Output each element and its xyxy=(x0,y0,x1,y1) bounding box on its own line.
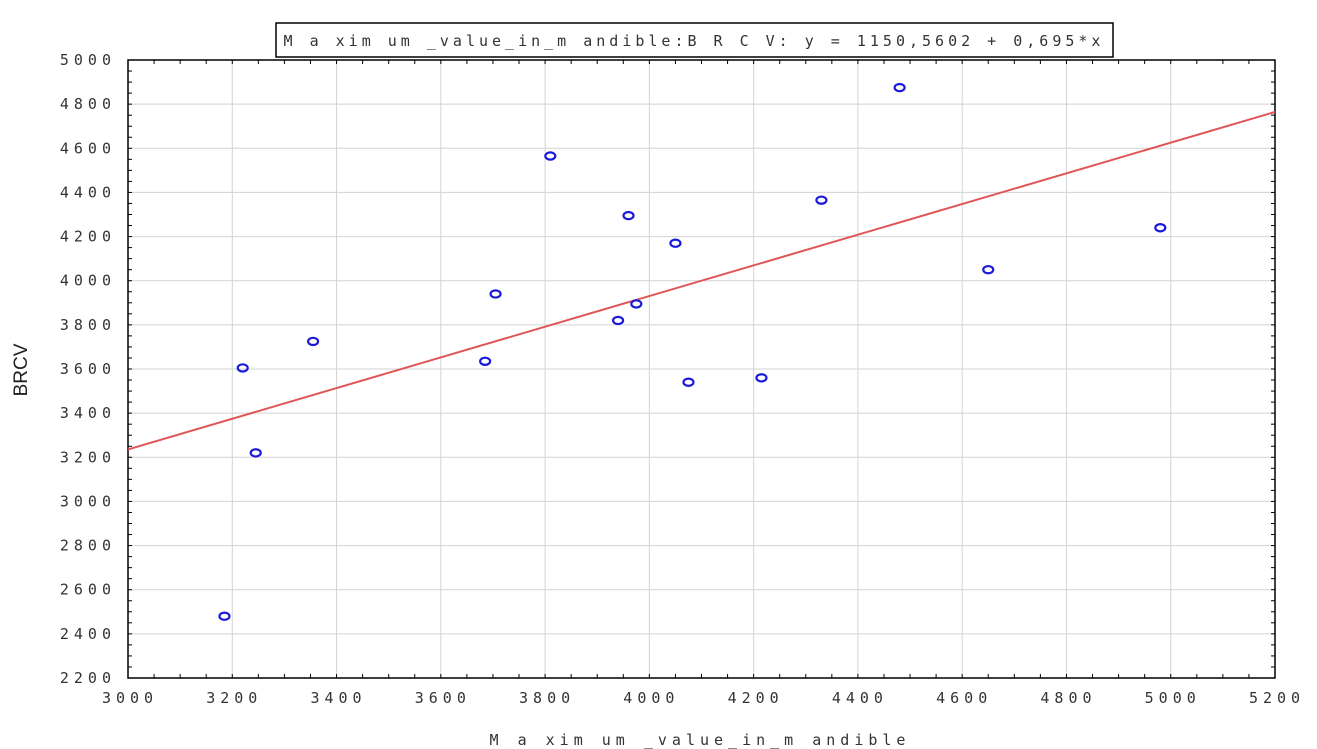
data-point xyxy=(489,289,502,299)
y-tick-label: 3800 xyxy=(60,316,116,334)
x-axis-title: M a xim um _value_in_m andible xyxy=(490,731,911,749)
x-tick-label: 4800 xyxy=(1040,689,1096,707)
data-points xyxy=(218,82,1167,621)
data-point xyxy=(982,264,995,275)
chart-title: M a xim um _value_in_m andible:B R C V: … xyxy=(284,32,1105,50)
x-tick-label: 3800 xyxy=(519,689,575,707)
x-tick-label: 5000 xyxy=(1145,689,1201,707)
x-tick-label: 3400 xyxy=(310,689,366,707)
y-tick-label: 3200 xyxy=(60,448,116,466)
data-point xyxy=(479,356,492,366)
y-tick-label: 2800 xyxy=(60,537,116,555)
y-tick-label: 3000 xyxy=(60,492,116,510)
data-point xyxy=(544,151,557,161)
x-tick-label: 4200 xyxy=(728,689,784,707)
y-tick-label: 4000 xyxy=(60,272,116,290)
y-tick-label: 4200 xyxy=(60,228,116,246)
y-tick-label: 2600 xyxy=(60,581,116,599)
data-point xyxy=(249,448,262,458)
data-point xyxy=(815,195,828,205)
data-point xyxy=(755,373,768,383)
grid-lines xyxy=(128,60,1275,678)
data-point xyxy=(682,377,695,387)
y-axis-title: BRCV xyxy=(11,343,32,396)
x-tick-label: 3200 xyxy=(206,689,262,707)
y-tick-label: 2400 xyxy=(60,625,116,643)
x-tick-label: 4600 xyxy=(936,689,992,707)
data-point xyxy=(218,611,231,621)
x-tick-label: 4400 xyxy=(832,689,888,707)
y-tick-label: 3600 xyxy=(60,360,116,378)
title-box xyxy=(275,22,1114,58)
data-point xyxy=(630,299,643,309)
axis-ticks: 3000 3200 3400 3600 3800 4000 4200 4400 4600 4800… xyxy=(60,51,1305,707)
regression-line xyxy=(127,111,1276,451)
data-point xyxy=(1154,223,1167,233)
regression-line-group xyxy=(127,111,1276,451)
data-point xyxy=(236,363,249,373)
x-tick-label: 4000 xyxy=(623,689,679,707)
y-tick-label: 3400 xyxy=(60,404,116,422)
x-tick-label: 3000 xyxy=(102,689,158,707)
x-tick-label: 3600 xyxy=(415,689,471,707)
data-point xyxy=(306,336,320,347)
data-point xyxy=(669,238,682,248)
data-point xyxy=(611,315,625,326)
y-tick-label: 4600 xyxy=(60,139,116,157)
x-tick-label: 5200 xyxy=(1249,689,1305,707)
data-point xyxy=(622,210,635,221)
y-tick-label: 4800 xyxy=(60,95,116,113)
y-tick-label: 5000 xyxy=(60,51,116,69)
data-point xyxy=(893,82,906,93)
y-tick-label: 4400 xyxy=(60,183,116,201)
y-tick-label: 2200 xyxy=(60,669,116,687)
